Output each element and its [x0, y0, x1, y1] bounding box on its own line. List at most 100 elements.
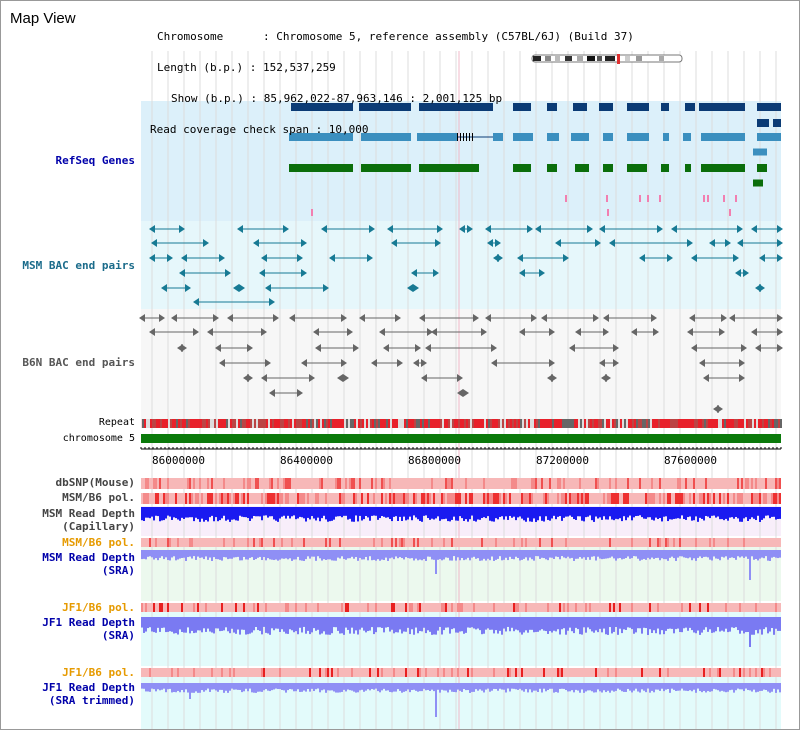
depth-bar — [607, 550, 609, 559]
pol-mark — [393, 603, 395, 612]
b6n-bac-pair-end — [227, 314, 233, 322]
depth-bar — [731, 617, 733, 628]
depth-bar — [155, 683, 157, 692]
depth-bar — [161, 550, 163, 557]
pol-mark — [613, 493, 615, 504]
depth-bar — [463, 683, 465, 689]
pol-mark — [557, 493, 559, 504]
depth-bar — [217, 683, 219, 692]
b6n-bac-pair-end — [421, 374, 427, 382]
depth-bar — [481, 507, 483, 519]
depth-bar — [587, 617, 589, 628]
repeat-bar — [186, 419, 188, 428]
pol-mark — [287, 493, 289, 504]
depth-bar — [329, 617, 331, 635]
repeat-bar — [366, 419, 368, 428]
depth-bar — [723, 683, 725, 692]
pol-mark — [167, 478, 169, 489]
depth-bar — [187, 507, 189, 518]
depth-bar — [211, 617, 213, 633]
depth-bar — [293, 507, 295, 516]
pol-mark — [265, 493, 267, 504]
repeat-bar — [640, 419, 642, 428]
gene-pink — [565, 195, 567, 202]
depth-bar — [487, 617, 489, 629]
depth-bar — [603, 550, 605, 559]
pol-mark — [283, 478, 285, 489]
pol-mark — [631, 538, 633, 547]
depth-bar — [177, 617, 179, 635]
repeat-bar — [586, 419, 588, 428]
depth-bar — [521, 550, 523, 560]
repeat-bar — [744, 419, 746, 428]
repeat-bar — [426, 419, 428, 428]
pol-mark — [459, 493, 461, 504]
depth-bar — [357, 617, 359, 635]
depth-bar — [311, 683, 313, 689]
pol-mark — [455, 493, 457, 504]
repeat-bar — [564, 419, 566, 428]
pol-mark — [707, 603, 709, 612]
depth-bar — [431, 683, 433, 690]
depth-bar — [593, 617, 595, 633]
depth-bar — [205, 617, 207, 632]
msm-bac-pair-end — [687, 239, 693, 247]
pol-mark — [381, 668, 383, 677]
repeat-bar — [558, 419, 560, 428]
depth-bar — [169, 550, 171, 561]
repeat-bar — [400, 419, 402, 428]
depth-bar — [533, 507, 535, 519]
pol-mark — [563, 478, 565, 489]
depth-bar — [555, 507, 557, 520]
depth-bar — [253, 507, 255, 516]
depth-bar — [365, 617, 367, 633]
b6n-bac-pair-end — [729, 314, 735, 322]
depth-bar — [429, 507, 431, 520]
pol-mark — [351, 668, 353, 677]
repeat-bar — [204, 419, 206, 428]
depth-bar — [141, 617, 143, 628]
chromosome-ideogram[interactable] — [531, 54, 683, 64]
track-label-chromosome: chromosome 5 — [62, 433, 135, 444]
gene-block — [571, 133, 589, 141]
pol-mark — [473, 603, 475, 612]
depth-bar — [559, 507, 561, 517]
pol-mark — [447, 493, 449, 504]
depth-bar — [391, 683, 393, 693]
b6n-bac-pair-end — [777, 344, 783, 352]
pol-mark — [779, 478, 781, 489]
depth-bar — [279, 617, 281, 632]
depth-bar — [249, 617, 251, 634]
depth-bar — [485, 550, 487, 561]
gene-block — [513, 133, 533, 141]
depth-bar — [141, 683, 143, 689]
depth-bar — [235, 550, 237, 558]
gene-block — [627, 133, 649, 141]
repeat-bar — [620, 419, 622, 428]
depth-bar — [473, 683, 475, 692]
depth-bar — [637, 683, 639, 692]
pol-mark — [445, 478, 447, 489]
depth-bar — [587, 683, 589, 691]
depth-bar — [691, 617, 693, 631]
b6n-bac-pair-end — [353, 344, 359, 352]
depth-bar — [271, 507, 273, 517]
msm-bac-track-bg — [141, 221, 781, 309]
depth-bar — [681, 550, 683, 557]
depth-bar — [495, 683, 497, 690]
depth-bar — [443, 507, 445, 520]
depth-bar — [493, 550, 495, 561]
pol-mark — [527, 493, 529, 504]
depth-bar — [295, 683, 297, 692]
depth-bar — [769, 507, 771, 519]
pol-mark — [459, 603, 461, 612]
pol-mark — [755, 603, 757, 612]
depth-bar — [723, 550, 725, 558]
depth-bar — [701, 550, 703, 559]
track-label-repeat: Repeat — [98, 417, 135, 428]
pol-mark — [491, 493, 493, 504]
depth-bar — [773, 617, 775, 635]
depth-bar — [241, 617, 243, 630]
depth-bar — [637, 550, 639, 559]
